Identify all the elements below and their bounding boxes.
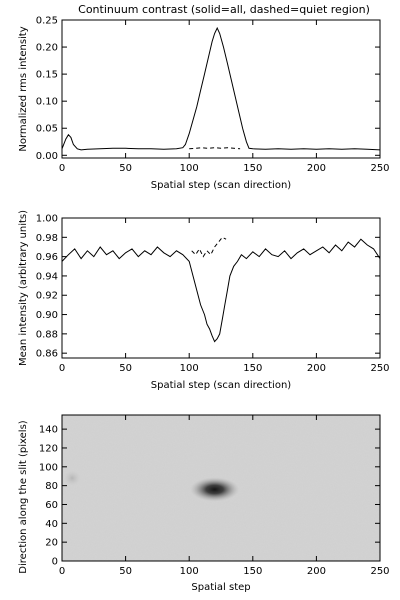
chart-slit-image-frame <box>61 414 381 562</box>
x-tick-label: 50 <box>119 363 132 374</box>
series-line-solid <box>61 26 381 151</box>
y-tick-label: 0.15 <box>36 70 58 81</box>
x-tick-label: 150 <box>243 363 262 374</box>
x-tick-label: 50 <box>119 566 132 577</box>
x-tick-label: 0 <box>59 566 65 577</box>
y-tick-label: 20 <box>45 538 58 549</box>
chart-slit-image: 0 50 100 150 200 250 0 20 40 60 80 100 120 140 Spatia… <box>18 414 390 593</box>
y-tick-label: 60 <box>45 500 58 511</box>
x-tick-label: 0 <box>59 163 65 174</box>
y-tick-label: 40 <box>45 519 58 530</box>
x-tick-label: 100 <box>180 566 199 577</box>
y-tick-label: 0.98 <box>36 233 58 244</box>
chart-contrast-title: Continuum contrast (solid=all, dashed=qu… <box>78 3 370 16</box>
x-tick-label: 250 <box>370 363 389 374</box>
chart-mean-intensity-series <box>61 236 381 343</box>
y-tick-label: 120 <box>39 443 58 454</box>
y-tick-label: 0.05 <box>36 124 58 135</box>
y-tick-label: 0.00 <box>36 151 58 162</box>
chart-contrast-series <box>61 26 381 151</box>
chart-mean-intensity: 0 50 100 150 200 250 0.86 0.88 0.90 0.92 0.94 0.96 0… <box>18 210 390 391</box>
x-tick-label: 150 <box>243 163 262 174</box>
chart-slit-image-ylabel: Direction along the slit (pixels) <box>18 420 29 573</box>
y-tick-label: 0.86 <box>36 349 58 360</box>
series-line-solid <box>61 238 381 343</box>
x-tick-label: 100 <box>180 163 199 174</box>
y-tick-label: 80 <box>45 481 58 492</box>
sunspot-feature <box>190 477 240 502</box>
chart-mean-intensity-frame <box>61 217 381 359</box>
y-tick-label: 0.96 <box>36 252 58 263</box>
series-line-dashed <box>191 236 227 258</box>
y-tick-label: 0 <box>52 557 58 568</box>
y-tick-label: 0.20 <box>36 43 58 54</box>
chart-contrast-xlabel: Spatial step (scan direction) <box>151 180 291 191</box>
chart-contrast-ylabel: Normalized rms intensity <box>18 26 29 151</box>
x-tick-label: 250 <box>370 163 389 174</box>
x-tick-label: 50 <box>119 163 132 174</box>
x-tick-label: 200 <box>307 363 326 374</box>
x-tick-label: 200 <box>307 566 326 577</box>
x-tick-label: 150 <box>243 566 262 577</box>
series-line-dashed <box>189 147 241 150</box>
chart-slit-image-xlabel: Spatial step <box>191 582 250 593</box>
y-tick-label: 0.92 <box>36 291 58 302</box>
chart-mean-intensity-ticks: 0 50 100 150 200 250 0.86 0.88 0.90 0.92 0.94 0.96 0… <box>36 214 390 375</box>
chart-slit-image-ticks: 0 50 100 150 200 250 0 20 40 60 80 100 120 140 <box>39 415 390 577</box>
x-tick-label: 0 <box>59 363 65 374</box>
chart-mean-intensity-ylabel: Mean intensity (arbitrary units) <box>18 210 29 366</box>
y-tick-label: 0.90 <box>36 310 58 321</box>
y-tick-label: 140 <box>39 425 58 436</box>
y-tick-label: 0.94 <box>36 271 58 282</box>
y-tick-label: 0.88 <box>36 329 58 340</box>
x-tick-label: 250 <box>370 566 389 577</box>
chart-contrast-ticks: 0 50 100 150 200 250 0.00 0.05 0.10 0.15 0.20 0.25 <box>36 16 390 175</box>
small-dark-feature <box>64 470 81 486</box>
x-tick-label: 200 <box>307 163 326 174</box>
y-tick-label: 1.00 <box>36 214 58 225</box>
y-tick-label: 0.25 <box>36 16 58 27</box>
y-tick-label: 100 <box>39 462 58 473</box>
chart-contrast-frame <box>61 19 381 159</box>
x-tick-label: 100 <box>180 363 199 374</box>
chart-contrast: Continuum contrast (solid=all, dashed=qu… <box>18 3 390 191</box>
chart-mean-intensity-xlabel: Spatial step (scan direction) <box>151 380 291 391</box>
y-tick-label: 0.10 <box>36 97 58 108</box>
heatmap-features <box>64 470 240 502</box>
